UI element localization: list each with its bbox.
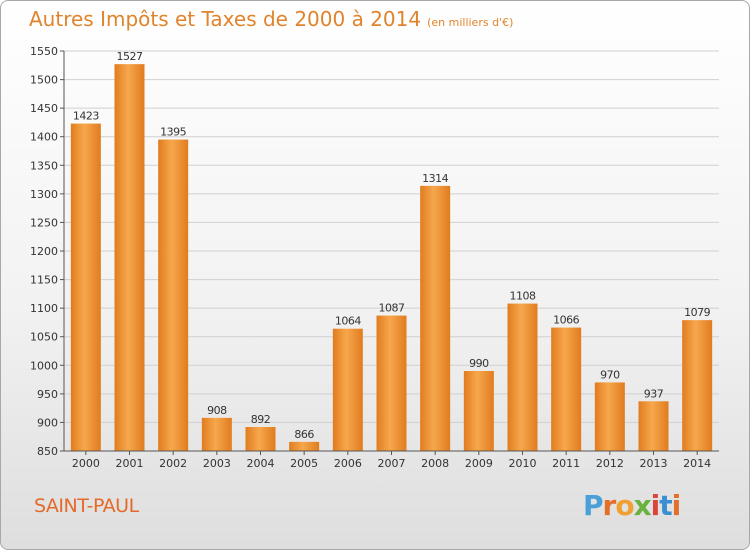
y-axis: 850 900 950 1000 1050 1100 1150 1200 1250 1300 135…: [30, 45, 65, 458]
y-tick-label: 850: [37, 445, 58, 458]
x-tick-label: 2001: [116, 457, 144, 470]
data-label-2003: 908: [207, 404, 227, 417]
y-tick-label: 950: [37, 388, 58, 401]
data-label-2009: 990: [469, 357, 489, 370]
bar-2006: [332, 328, 363, 451]
data-labels: 1423 1527 1395 908 892 866 1064 1087 1314 990 1108…: [73, 50, 711, 441]
x-tick-label: 2006: [334, 457, 362, 470]
brand-letter: o: [615, 489, 634, 522]
x-tick-label: 2005: [290, 457, 318, 470]
data-label-2011: 1066: [553, 314, 579, 327]
y-tick-label: 1400: [30, 131, 58, 144]
chart-title: Autres Impôts et Taxes de 2000 à 2014 (en…: [29, 7, 513, 31]
data-label-2006: 1064: [335, 315, 361, 328]
bar-2011: [551, 327, 582, 451]
data-label-2000: 1423: [73, 110, 99, 123]
bar-2002: [158, 139, 189, 452]
brand-logo: Proxiti: [583, 489, 682, 522]
data-label-2007: 1087: [379, 302, 405, 315]
y-tick-label: 900: [37, 416, 58, 429]
brand-letter: x: [633, 489, 652, 522]
brand-letter: t: [659, 489, 672, 522]
bar-2008: [420, 185, 451, 451]
bars: [70, 64, 713, 452]
brand-letter: r: [602, 489, 617, 522]
data-label-2002: 1395: [160, 126, 186, 139]
bar-2012: [594, 382, 625, 451]
bar-2004: [245, 427, 276, 451]
x-tick-label: 2009: [465, 457, 493, 470]
x-tick-label: 2002: [159, 457, 187, 470]
y-tick-label: 1550: [30, 45, 58, 58]
bar-2000: [70, 123, 101, 452]
x-axis: 2000 2001 2002 2003 2004 2005 2006 2007 2008 2009…: [64, 450, 719, 470]
y-tick-label: 1250: [30, 216, 58, 229]
x-tick-label: 2011: [552, 457, 580, 470]
x-tick-label: 2007: [378, 457, 406, 470]
chart-title-text: Autres Impôts et Taxes de 2000 à 2014: [29, 7, 422, 31]
data-label-2004: 892: [251, 413, 271, 426]
brand-letter: i: [671, 489, 682, 522]
bar-2001: [114, 64, 145, 451]
data-label-2001: 1527: [117, 50, 143, 63]
y-tick-label: 1150: [30, 274, 58, 287]
data-label-2008: 1314: [422, 172, 448, 185]
data-label-2014: 1079: [684, 306, 710, 319]
x-tick-label: 2012: [596, 457, 624, 470]
chart-unit-label: (en milliers d'€): [427, 16, 514, 29]
data-label-2012: 970: [600, 368, 620, 381]
x-tick-label: 2010: [509, 457, 537, 470]
y-tick-label: 1500: [30, 74, 58, 87]
data-label-2005: 866: [294, 428, 314, 441]
y-tick-label: 1000: [30, 359, 58, 372]
x-tick-label: 2014: [683, 457, 711, 470]
y-tick-label: 1200: [30, 245, 58, 258]
x-tick-label: 2003: [203, 457, 231, 470]
bar-2003: [201, 417, 232, 451]
bar-2014: [682, 320, 713, 451]
data-label-2013: 937: [644, 387, 664, 400]
commune-name: SAINT-PAUL: [34, 495, 139, 517]
y-tick-label: 1050: [30, 331, 58, 344]
bar-2007: [376, 315, 407, 451]
data-label-2010: 1108: [510, 290, 536, 303]
brand-letter: i: [650, 489, 661, 522]
y-tick-label: 1450: [30, 102, 58, 115]
y-tick-label: 1350: [30, 159, 58, 172]
x-tick-label: 2013: [640, 457, 668, 470]
y-tick-label: 1100: [30, 302, 58, 315]
bar-2013: [638, 401, 669, 451]
x-tick-label: 2000: [72, 457, 100, 470]
x-tick-label: 2004: [247, 457, 275, 470]
y-tick-label: 1300: [30, 188, 58, 201]
bar-2009: [463, 371, 494, 451]
bar-2010: [507, 303, 538, 451]
x-tick-label: 2008: [421, 457, 449, 470]
bar-2005: [289, 441, 320, 451]
brand-letter: P: [583, 489, 604, 522]
